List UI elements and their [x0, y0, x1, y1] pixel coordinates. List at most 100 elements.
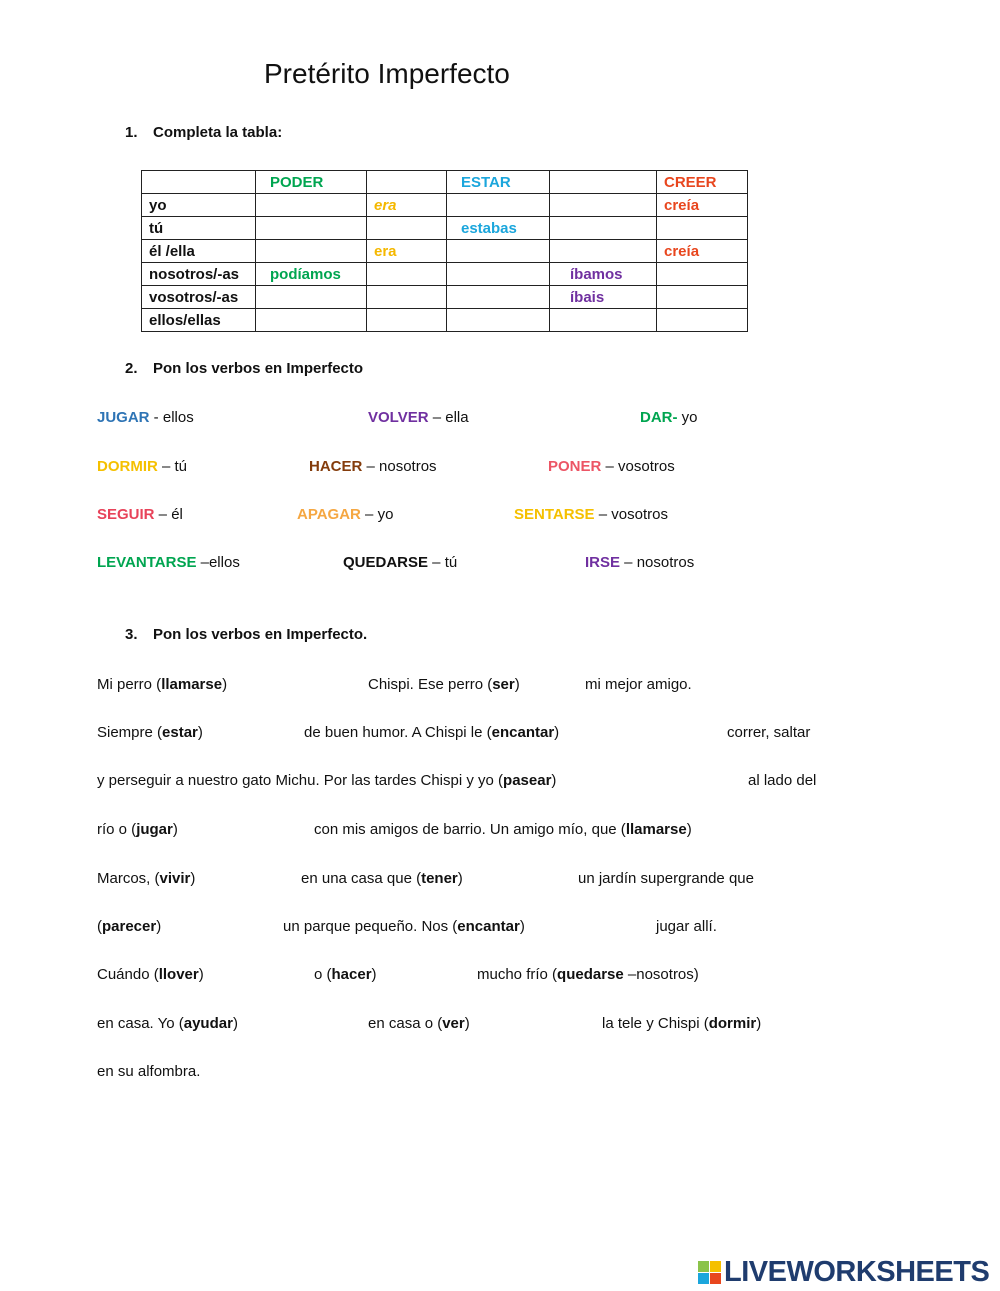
pronoun-cell: él /ella: [141, 239, 256, 263]
verb-infinitive: ver: [442, 1015, 465, 1032]
text: un jardín supergrande que: [578, 870, 754, 887]
table-cell[interactable]: [549, 216, 657, 240]
page-title: Pretérito Imperfecto: [264, 58, 510, 89]
section-number: 1.: [125, 124, 138, 141]
sentence-fragment: (parecer): [97, 918, 161, 935]
sentence-fragment: en una casa que (tener): [301, 870, 463, 887]
text: correr, saltar: [727, 724, 811, 741]
table-cell: era: [366, 193, 447, 217]
pronoun-cell: nosotros/-as: [141, 262, 256, 286]
verb: DORMIR: [97, 458, 158, 475]
table-cell[interactable]: [656, 285, 748, 309]
table-cell[interactable]: [366, 285, 447, 309]
table-row: vosotros/-as íbais: [141, 285, 748, 309]
table-cell[interactable]: [255, 308, 367, 332]
section-2-heading: 2. Pon los verbos en Imperfecto: [125, 360, 363, 377]
verb-infinitive: encantar: [491, 724, 555, 741]
logo-text: LIVEWORKSHEETS: [724, 1256, 990, 1288]
section-title: Pon los verbos en Imperfecto: [153, 360, 364, 377]
verb-infinitive: estar: [162, 724, 198, 741]
sentence-fragment: Marcos, (vivir): [97, 870, 195, 887]
verb: PONER: [548, 458, 602, 475]
subject: – vosotros: [594, 506, 668, 523]
table-cell[interactable]: [446, 308, 550, 332]
table-cell[interactable]: [446, 193, 550, 217]
text: Chispi. Ese perro (: [368, 676, 493, 693]
table-cell: ESTAR: [446, 170, 550, 194]
table-header-row: PODER ESTAR CREER: [141, 170, 748, 194]
sentence-fragment: y perseguir a nuestro gato Michu. Por la…: [97, 772, 556, 789]
sentence-fragment: Cuándo (llover): [97, 966, 204, 983]
table-cell[interactable]: [549, 239, 657, 263]
verb-infinitive: ser: [492, 676, 515, 693]
table-cell[interactable]: [366, 216, 447, 240]
text: ): [371, 966, 377, 983]
verb-prompt-volver: VOLVER – ella: [368, 409, 469, 426]
sentence-fragment: Chispi. Ese perro (ser): [368, 676, 520, 693]
verb-infinitive: quedarse: [557, 966, 624, 983]
table-cell: [549, 170, 657, 194]
sentence-fragment: en casa. Yo (ayudar): [97, 1015, 238, 1032]
subject: - ellos: [149, 409, 194, 426]
table-cell[interactable]: [656, 216, 748, 240]
text: ): [197, 724, 203, 741]
subject: – yo: [360, 506, 394, 523]
pronoun-cell: ellos/ellas: [141, 308, 256, 332]
sentence-fragment: mi mejor amigo.: [585, 676, 692, 693]
sentence-fragment: al lado del: [748, 772, 816, 789]
table-cell[interactable]: [255, 239, 367, 263]
sentence-fragment: en su alfombra.: [97, 1063, 200, 1080]
table-row: tú estabas: [141, 216, 748, 240]
sentence-fragment: con mis amigos de barrio. Un amigo mío, …: [314, 821, 692, 838]
text: Marcos, (: [97, 870, 160, 887]
section-3-heading: 3. Pon los verbos en Imperfecto.: [125, 626, 367, 643]
text: mucho frío (: [477, 966, 558, 983]
verb-infinitive: llamarse: [161, 676, 223, 693]
table-cell[interactable]: [656, 262, 748, 286]
table-cell: creía: [656, 193, 748, 217]
sentence-fragment: la tele y Chispi (dormir): [602, 1015, 761, 1032]
sentence-fragment: de buen humor. A Chispi le (encantar): [304, 724, 559, 741]
table-row: ellos/ellas: [141, 308, 748, 332]
sentence-fragment: mucho frío (quedarse –nosotros): [477, 966, 699, 983]
subject: – nosotros: [362, 458, 437, 475]
table-cell[interactable]: [255, 193, 367, 217]
text: ): [756, 1015, 762, 1032]
verb: HACER: [309, 458, 363, 475]
table-row: él /ella era creía: [141, 239, 748, 263]
table-cell[interactable]: [549, 308, 657, 332]
table-cell: [141, 170, 256, 194]
pronoun-cell: vosotros/-as: [141, 285, 256, 309]
text: –nosotros): [623, 966, 699, 983]
verb: APAGAR: [297, 506, 361, 523]
verb-prompt-levantarse: LEVANTARSE –ellos: [97, 554, 240, 571]
table-cell[interactable]: [366, 308, 447, 332]
pronoun-cell: yo: [141, 193, 256, 217]
table-cell: íbamos: [549, 262, 657, 286]
verb: SEGUIR: [97, 506, 155, 523]
text: ): [519, 918, 525, 935]
table-cell[interactable]: [446, 239, 550, 263]
text: ): [232, 1015, 238, 1032]
table-cell: podíamos: [255, 262, 367, 286]
table-cell[interactable]: [549, 193, 657, 217]
table-cell[interactable]: [366, 262, 447, 286]
text: ): [554, 724, 560, 741]
verb-prompt-jugar: JUGAR - ellos: [97, 409, 194, 426]
table-cell[interactable]: [255, 216, 367, 240]
table-cell[interactable]: [656, 308, 748, 332]
verb: VOLVER: [368, 409, 429, 426]
section-number: 2.: [125, 360, 138, 377]
sentence-fragment: correr, saltar: [727, 724, 810, 741]
text: ): [457, 870, 463, 887]
sentence-fragment: un parque pequeño. Nos (encantar): [283, 918, 525, 935]
subject: – nosotros: [620, 554, 695, 571]
text: de buen humor. A Chispi le (: [304, 724, 492, 741]
verb-infinitive: jugar: [136, 821, 173, 838]
table-cell[interactable]: [446, 262, 550, 286]
verb-infinitive: llamarse: [625, 821, 687, 838]
table-cell[interactable]: [446, 285, 550, 309]
verb-prompt-sentarse: SENTARSE – vosotros: [514, 506, 668, 523]
table-cell[interactable]: [255, 285, 367, 309]
section-title: Completa la tabla:: [153, 124, 283, 141]
